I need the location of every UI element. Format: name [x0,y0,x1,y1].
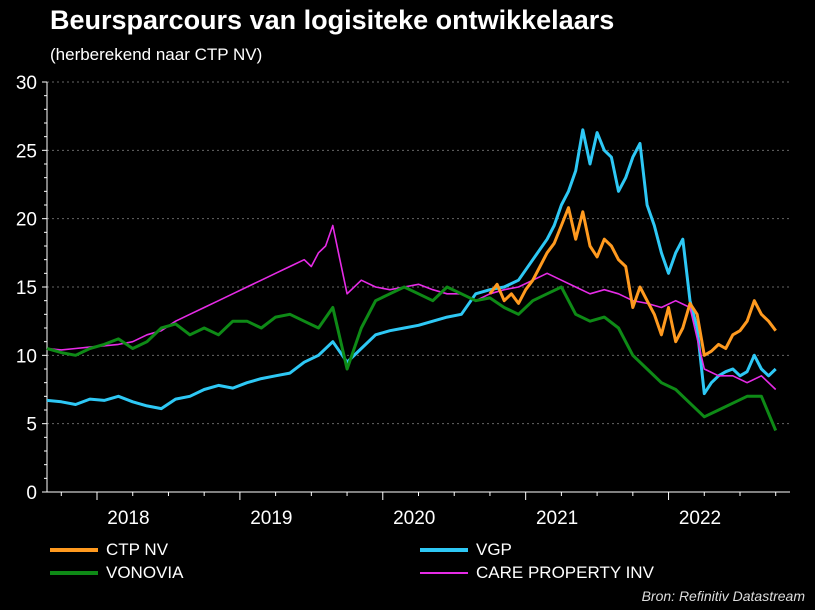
y-tick-label: 5 [26,415,37,436]
y-tick-label: 20 [16,210,37,231]
legend-label-care: CARE PROPERTY INV [476,563,654,582]
x-tick-label: 2018 [107,508,149,529]
legend-item-care: CARE PROPERTY INV [420,563,654,583]
x-tick-label: 2022 [679,508,721,529]
legend-item-ctp: CTP NV [50,540,168,560]
series-line-vonovia [46,285,778,432]
y-tick-label: 30 [16,73,37,94]
legend-swatch-vonovia [50,571,98,575]
legend-item-vonovia: VONOVIA [50,563,183,583]
legend-swatch-vgp [420,548,468,552]
legend-swatch-ctp [50,548,98,552]
legend-label-vonovia: VONOVIA [106,563,184,582]
series-line-vgp [46,128,777,411]
legend-item-vgp: VGP [420,540,512,560]
y-tick-label: 15 [16,278,37,299]
x-tick-label: 2019 [250,508,292,529]
legend-label-vgp: VGP [476,540,512,559]
x-tick-label: 2021 [536,508,578,529]
legend-swatch-care [420,572,468,574]
source-note: Bron: Refinitiv Datastream [641,588,805,604]
series-line-ctp-nv [488,206,777,357]
legend-label-ctp: CTP NV [106,540,169,559]
series-line-care-property-inv [46,224,777,391]
chart-subtitle: (herberekend naar CTP NV) [50,45,263,64]
y-tick-label: 0 [26,483,37,504]
x-tick-label: 2020 [393,508,435,529]
y-tick-label: 10 [16,346,37,367]
y-tick-label: 25 [16,141,37,162]
chart-title: Beursparcours van logisiteke ontwikkelaa… [50,5,615,35]
